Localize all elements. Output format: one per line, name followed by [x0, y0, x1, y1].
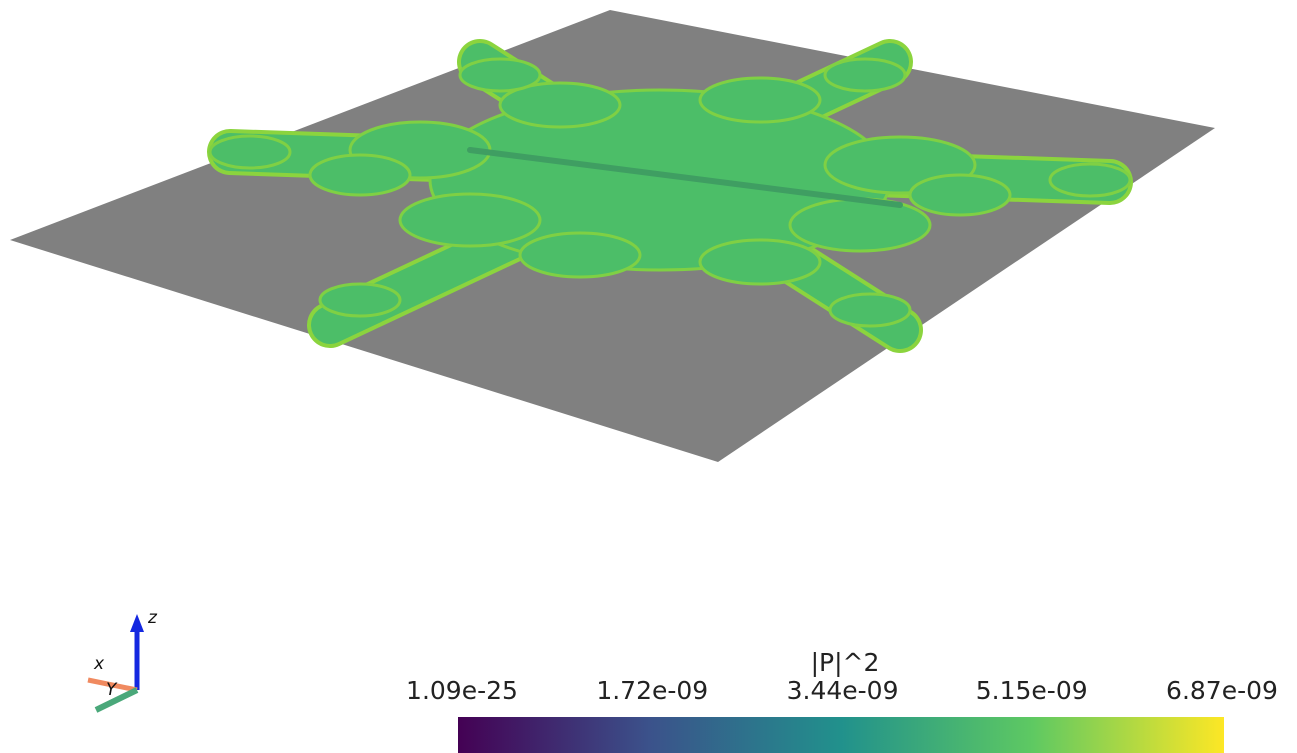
- z-axis-label: z: [147, 608, 158, 628]
- y-axis-arrow: [96, 690, 137, 710]
- y-axis-label: Y: [106, 680, 118, 700]
- render-view: z x Y |P|^2 1.09e-25 1.72e-09 3.44e-09 5.15…: [0, 0, 1297, 753]
- colorbar-tick-label: 1.09e-25: [406, 676, 518, 705]
- colorbar-tick-label: 1.72e-09: [596, 676, 708, 705]
- colorbar-tick-label: 3.44e-09: [787, 676, 899, 705]
- colorbar: [458, 717, 1224, 753]
- colorbar-title: |P|^2: [811, 648, 880, 677]
- z-axis-head: [130, 614, 144, 632]
- colorbar-tick-label: 5.15e-09: [976, 676, 1088, 705]
- orientation-axes: z x Y: [88, 608, 158, 710]
- colorbar-tick-label: 6.87e-09: [1166, 676, 1278, 705]
- x-axis-label: x: [93, 654, 105, 674]
